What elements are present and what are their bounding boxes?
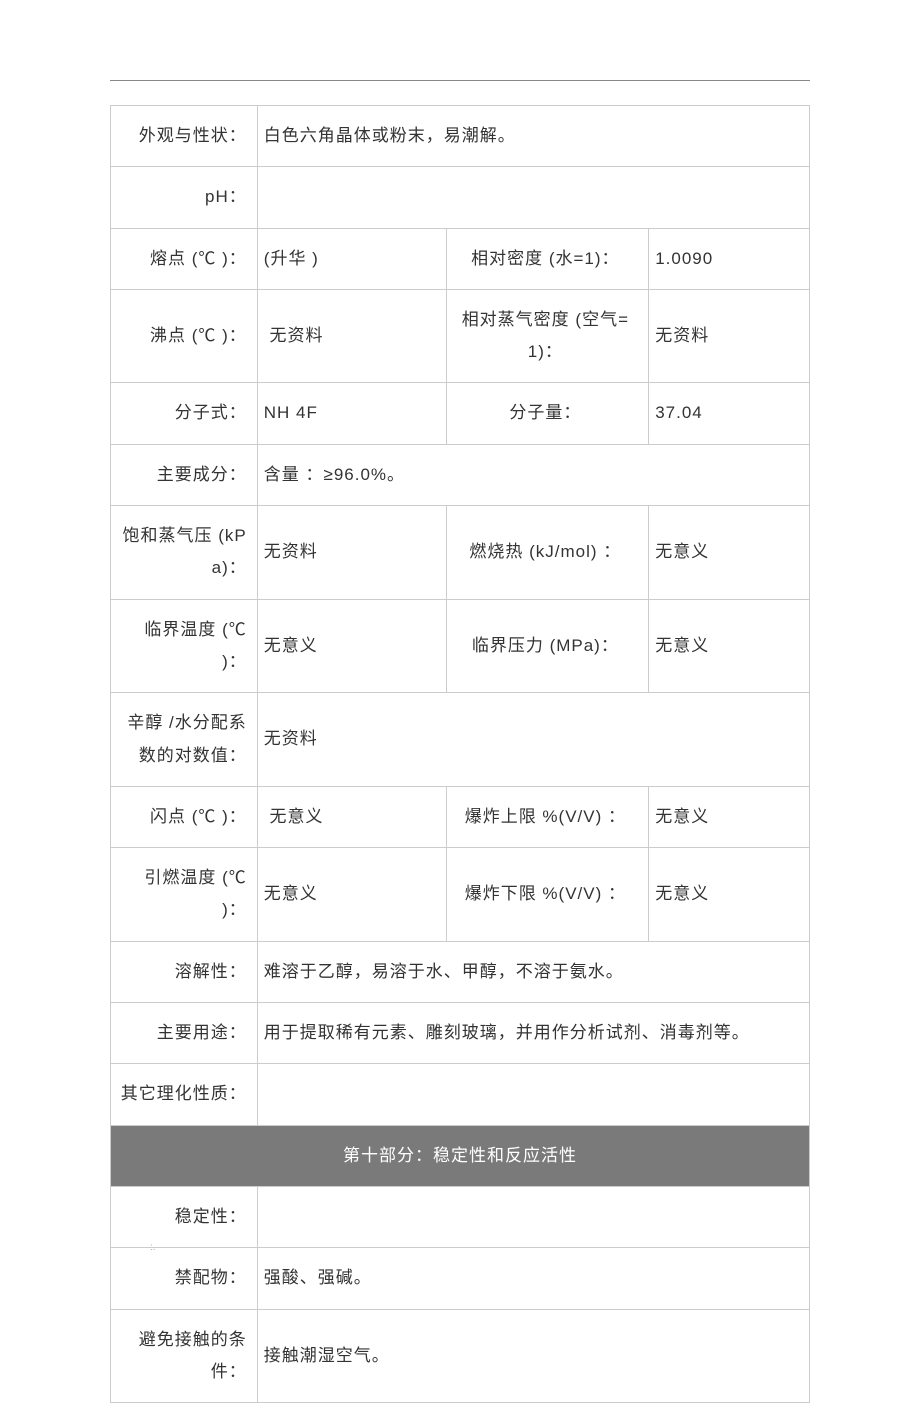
- table-row: 主要成分： 含量 ：≥96.0%。: [111, 444, 810, 505]
- main-component-value: 含量 ：≥96.0%。: [257, 444, 809, 505]
- table-row: 禁配物： 强酸、强碱。: [111, 1248, 810, 1309]
- table-row: 外观与性状： 白色六角晶体或粉末，易潮解。: [111, 106, 810, 167]
- melting-point-value: (升华 ): [257, 228, 446, 289]
- vapor-pressure-value: 无资料: [257, 506, 446, 600]
- table-row: 引燃温度 (℃ )： 无意义 爆炸下限 %(V/V) ： 无意义: [111, 848, 810, 942]
- molecular-formula-label: 分子式：: [111, 383, 258, 444]
- avoid-conditions-value: 接触潮湿空气。: [257, 1309, 809, 1403]
- upper-explosion-limit-value: 无意义: [649, 786, 810, 847]
- other-properties-label: 其它理化性质：: [111, 1064, 258, 1125]
- page-top-divider: [110, 80, 810, 81]
- table-row: 饱和蒸气压 (kPa)： 无资料 燃烧热 (kJ/mol) ： 无意义: [111, 506, 810, 600]
- incompatible-materials-label: 禁配物：: [111, 1248, 258, 1309]
- lower-explosion-limit-value: 无意义: [649, 848, 810, 942]
- critical-pressure-value: 无意义: [649, 599, 810, 693]
- solubility-label: 溶解性：: [111, 941, 258, 1002]
- main-component-label: 主要成分：: [111, 444, 258, 505]
- table-row: 其它理化性质：: [111, 1064, 810, 1125]
- logp-value: 无资料: [257, 693, 809, 787]
- combustion-heat-label: 燃烧热 (kJ/mol) ：: [446, 506, 649, 600]
- vapor-pressure-label: 饱和蒸气压 (kPa)：: [111, 506, 258, 600]
- critical-temp-label: 临界温度 (℃ )：: [111, 599, 258, 693]
- msds-properties-table: 外观与性状： 白色六角晶体或粉末，易潮解。 pH： 熔点 (℃ )： (升华 )…: [110, 105, 810, 1403]
- section-10-header-row: 第十部分：稳定性和反应活性: [111, 1125, 810, 1186]
- ph-label: pH：: [111, 167, 258, 228]
- relative-density-value: 1.0090: [649, 228, 810, 289]
- table-row: 稳定性：: [111, 1186, 810, 1247]
- combustion-heat-value: 无意义: [649, 506, 810, 600]
- table-row: 闪点 (℃ )： 无意义 爆炸上限 %(V/V) ： 无意义: [111, 786, 810, 847]
- critical-temp-value: 无意义: [257, 599, 446, 693]
- molecular-weight-label: 分子量：: [446, 383, 649, 444]
- table-row: 熔点 (℃ )： (升华 ) 相对密度 (水=1)： 1.0090: [111, 228, 810, 289]
- boiling-point-value: 无资料: [257, 289, 446, 383]
- flash-point-label: 闪点 (℃ )：: [111, 786, 258, 847]
- lower-explosion-limit-label: 爆炸下限 %(V/V) ：: [446, 848, 649, 942]
- solubility-value: 难溶于乙醇，易溶于水、甲醇，不溶于氨水。: [257, 941, 809, 1002]
- table-row: 临界温度 (℃ )： 无意义 临界压力 (MPa)： 无意义: [111, 599, 810, 693]
- relative-density-label: 相对密度 (水=1)：: [446, 228, 649, 289]
- table-row: 分子式： NH 4F 分子量： 37.04: [111, 383, 810, 444]
- relative-vapor-density-label: 相对蒸气密度 (空气=1)：: [446, 289, 649, 383]
- section-10-title: 第十部分：稳定性和反应活性: [111, 1125, 810, 1186]
- table-row: 沸点 (℃ )： 无资料 相对蒸气密度 (空气=1)： 无资料: [111, 289, 810, 383]
- table-row: 避免接触的条件： 接触潮湿空气。: [111, 1309, 810, 1403]
- main-use-label: 主要用途：: [111, 1003, 258, 1064]
- logp-label: 辛醇 /水分配系数的对数值：: [111, 693, 258, 787]
- critical-pressure-label: 临界压力 (MPa)：: [446, 599, 649, 693]
- upper-explosion-limit-label: 爆炸上限 %(V/V) ：: [446, 786, 649, 847]
- table-row: 溶解性： 难溶于乙醇，易溶于水、甲醇，不溶于氨水。: [111, 941, 810, 1002]
- ignition-temp-label: 引燃温度 (℃ )：: [111, 848, 258, 942]
- molecular-weight-value: 37.04: [649, 383, 810, 444]
- relative-vapor-density-value: 无资料: [649, 289, 810, 383]
- footer-mark: :.: [150, 1242, 156, 1253]
- appearance-value: 白色六角晶体或粉末，易潮解。: [257, 106, 809, 167]
- flash-point-value: 无意义: [257, 786, 446, 847]
- avoid-conditions-label: 避免接触的条件：: [111, 1309, 258, 1403]
- boiling-point-label: 沸点 (℃ )：: [111, 289, 258, 383]
- ignition-temp-value: 无意义: [257, 848, 446, 942]
- ph-value: [257, 167, 809, 228]
- main-use-value: 用于提取稀有元素、雕刻玻璃，并用作分析试剂、消毒剂等。: [257, 1003, 809, 1064]
- melting-point-label: 熔点 (℃ )：: [111, 228, 258, 289]
- stability-value: [257, 1186, 809, 1247]
- molecular-formula-value: NH 4F: [257, 383, 446, 444]
- table-row: 辛醇 /水分配系数的对数值： 无资料: [111, 693, 810, 787]
- other-properties-value: [257, 1064, 809, 1125]
- stability-label: 稳定性：: [111, 1186, 258, 1247]
- appearance-label: 外观与性状：: [111, 106, 258, 167]
- incompatible-materials-value: 强酸、强碱。: [257, 1248, 809, 1309]
- table-row: 主要用途： 用于提取稀有元素、雕刻玻璃，并用作分析试剂、消毒剂等。: [111, 1003, 810, 1064]
- table-row: pH：: [111, 167, 810, 228]
